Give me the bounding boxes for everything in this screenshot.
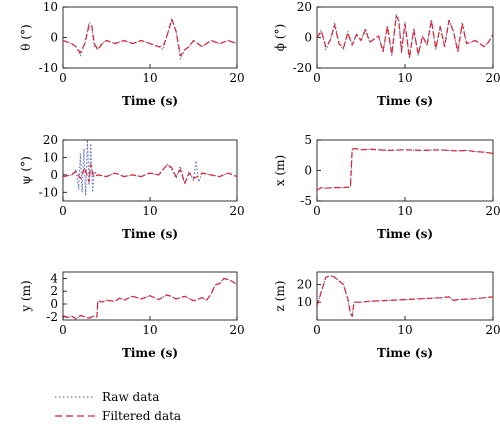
y-tick-label: 20 xyxy=(297,0,312,14)
filtered-data-line xyxy=(63,163,237,185)
x-tick-label: 20 xyxy=(229,204,244,218)
series-group-y xyxy=(63,277,237,320)
plot-frame-x xyxy=(316,139,494,202)
legend-filtered-label: Filtered data xyxy=(102,409,181,423)
y-tick-label: 20 xyxy=(297,277,312,291)
x-tick-label: 0 xyxy=(59,204,67,218)
plot-frame-phi xyxy=(316,6,494,69)
y-axis-label: ψ (°) xyxy=(19,156,33,185)
x-tick-label: 0 xyxy=(313,204,321,218)
filtered-data-line xyxy=(63,18,237,57)
legend: Raw data Filtered data xyxy=(55,390,181,423)
x-axis-label: Time (s) xyxy=(122,227,178,241)
y-tick-label: 2 xyxy=(50,284,58,298)
legend-raw-label: Raw data xyxy=(102,390,159,404)
series-group-z xyxy=(317,275,493,317)
x-axis-label: Time (s) xyxy=(377,94,433,108)
y-tick-label: -20 xyxy=(293,61,312,75)
x-axis-label: Time (s) xyxy=(122,94,178,108)
x-tick-label: 0 xyxy=(59,323,67,337)
filtered-data-line xyxy=(317,275,493,317)
y-tick-label: -10 xyxy=(39,61,58,75)
x-tick-label: 10 xyxy=(397,323,412,337)
x-tick-label: 10 xyxy=(397,204,412,218)
x-axis-label: Time (s) xyxy=(377,227,433,241)
x-tick-label: 20 xyxy=(485,323,500,337)
x-tick-label: 10 xyxy=(397,71,412,85)
x-tick-label: 20 xyxy=(229,323,244,337)
x-tick-label: 20 xyxy=(485,204,500,218)
plot-frame-psi xyxy=(62,139,238,202)
y-tick-label: 0 xyxy=(50,31,58,45)
y-tick-label: 0 xyxy=(50,168,58,182)
x-tick-label: 10 xyxy=(142,323,157,337)
y-tick-label: -2 xyxy=(46,310,58,324)
raw-data-line xyxy=(317,14,493,60)
y-tick-label: 0 xyxy=(304,31,312,45)
y-tick-label: -5 xyxy=(300,194,312,208)
raw-data-line xyxy=(63,18,237,60)
y-tick-label: 0 xyxy=(50,297,58,311)
y-tick-label: 5 xyxy=(304,133,312,147)
raw-data-line xyxy=(317,147,493,191)
y-axis-label: θ (°) xyxy=(19,24,33,50)
filtered-data-line xyxy=(63,277,237,320)
x-tick-label: 20 xyxy=(229,71,244,85)
y-tick-label: 20 xyxy=(43,133,58,147)
raw-data-line xyxy=(317,275,493,317)
plot-frame-theta xyxy=(62,6,238,69)
x-tick-label: 0 xyxy=(313,71,321,85)
series-group-psi xyxy=(63,140,237,197)
x-tick-label: 10 xyxy=(142,71,157,85)
filtered-data-line xyxy=(317,147,493,191)
y-axis-label: ϕ (°) xyxy=(273,24,287,51)
raw-data-line xyxy=(63,140,237,197)
x-tick-label: 0 xyxy=(313,323,321,337)
filtered-data-line xyxy=(317,15,493,58)
y-axis-label: x (m) xyxy=(273,155,287,186)
series-group-phi xyxy=(317,14,493,60)
x-tick-label: 20 xyxy=(485,71,500,85)
y-tick-label: 4 xyxy=(50,271,58,285)
y-tick-label: 0 xyxy=(304,164,312,178)
x-tick-label: 10 xyxy=(142,204,157,218)
y-axis-label: y (m) xyxy=(19,280,33,312)
y-tick-label: 10 xyxy=(297,295,312,309)
raw-data-line xyxy=(63,277,237,320)
x-axis-label: Time (s) xyxy=(377,346,433,360)
y-tick-label: 10 xyxy=(43,0,58,14)
plot-frame-z xyxy=(316,271,494,321)
series-group-x xyxy=(317,147,493,191)
x-tick-label: 0 xyxy=(59,71,67,85)
series-group-theta xyxy=(63,18,237,60)
y-tick-label: 10 xyxy=(43,150,58,164)
y-tick-label: -10 xyxy=(39,185,58,199)
x-axis-label: Time (s) xyxy=(122,346,178,360)
y-axis-label: z (m) xyxy=(273,281,287,312)
